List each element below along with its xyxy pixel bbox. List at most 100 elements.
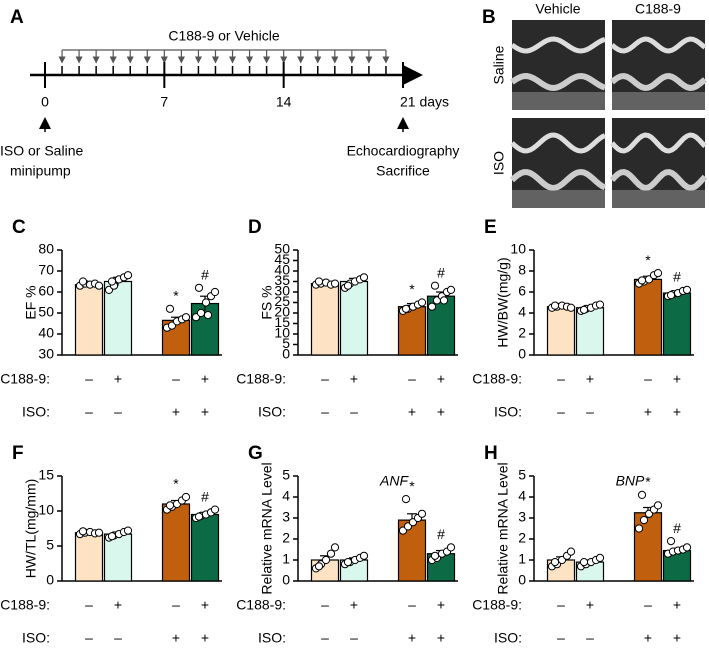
data-point [439,296,449,305]
condition-name: C188-9: [0,597,50,613]
end-note: Echocardiography [347,143,460,159]
bar [74,532,104,582]
data-point [446,285,456,294]
start-note: ISO or Saline [0,143,83,159]
y-tick-label: 4 [518,304,526,320]
condition-name: C188-9: [236,597,286,613]
data-point [637,276,647,285]
data-point [194,512,204,521]
data-point [94,281,104,290]
condition-sign: – [557,597,565,613]
y-tick-label: 45 [274,251,290,267]
data-point [550,558,560,567]
y-tick-label: 10 [38,502,54,518]
data-point [201,298,211,307]
data-point [123,271,133,280]
y-tick-label: 35 [274,272,290,288]
condition-sign: + [644,630,652,646]
panel-label: G [248,443,263,464]
x-tick-label: 14 [276,94,292,110]
lower-tissue [612,92,705,110]
condition-sign: + [114,371,122,387]
data-point [653,269,663,278]
bar [103,533,133,582]
panel-label: E [484,217,497,238]
bar [633,278,663,356]
y-tick-label: 8 [518,262,526,278]
condition-sign: – [114,404,122,420]
condition-sign: + [350,371,358,387]
wall [610,36,707,54]
y-tick-label: 3 [282,509,290,525]
data-point [78,277,88,286]
end-note: Sacrifice [376,163,430,179]
bar [190,513,220,582]
y-tick-label: 15 [274,314,290,330]
condition-sign: – [321,597,329,613]
condition-sign: + [172,404,180,420]
column-label: C188-9 [635,1,681,17]
condition-sign: + [673,371,681,387]
condition-sign: – [557,630,565,646]
condition-sign: + [408,630,416,646]
data-point [78,527,88,536]
y-tick-label: 4 [518,488,526,504]
data-point [107,277,117,286]
data-point [430,551,440,560]
y-axis-label: HW/BW(mg/g) [495,257,511,347]
y-tick-label: 5 [46,537,54,553]
y-tick-label: 50 [38,304,54,320]
data-point [107,532,117,541]
y-axis-label: FS % [259,285,275,319]
data-point [321,555,331,565]
condition-sign: + [201,404,209,420]
start-note: minipump [10,163,71,179]
significance-marker: # [201,267,209,283]
lower-tissue [512,190,605,208]
data-point [579,558,589,567]
condition-sign: – [350,404,358,420]
y-tick-label: 40 [274,262,290,278]
bar [190,302,220,356]
condition-sign: + [437,630,445,646]
data-point [330,279,340,288]
bar [74,284,104,356]
data-point [634,524,644,533]
data-point [666,291,676,300]
condition-sign: – [644,597,652,613]
y-tick-label: 5 [282,335,290,351]
y-axis-label: EF % [23,285,39,319]
condition-sign: – [321,630,329,646]
significance-marker: # [673,520,681,536]
condition-sign: + [172,630,180,646]
y-tick-label: 30 [274,283,290,299]
condition-name: ISO: [22,404,50,420]
condition-name: C188-9: [472,597,522,613]
condition-sign: + [673,597,681,613]
condition-sign: + [586,371,594,387]
y-tick-label: 0 [518,572,526,588]
data-point [566,547,576,556]
y-tick-label: 0 [282,572,290,588]
y-tick-label: 80 [38,241,54,257]
condition-sign: – [114,630,122,646]
panel-label: A [10,7,24,28]
bar [546,306,576,356]
condition-sign: – [172,597,180,613]
data-point [566,303,576,312]
y-tick-label: 5 [518,467,526,483]
data-point [682,285,692,294]
lower-tissue [512,92,605,110]
wall [610,72,707,92]
y-axis-label: Relative mRNA Level [495,462,511,594]
data-point [653,501,663,510]
column-label: Vehicle [535,1,580,17]
condition-sign: + [201,630,209,646]
y-tick-label: 3 [518,509,526,525]
y-tick-label: 70 [38,262,54,278]
y-tick-label: 40 [38,325,54,341]
y-tick-label: 2 [518,325,526,341]
condition-sign: – [85,630,93,646]
data-point [165,501,175,510]
